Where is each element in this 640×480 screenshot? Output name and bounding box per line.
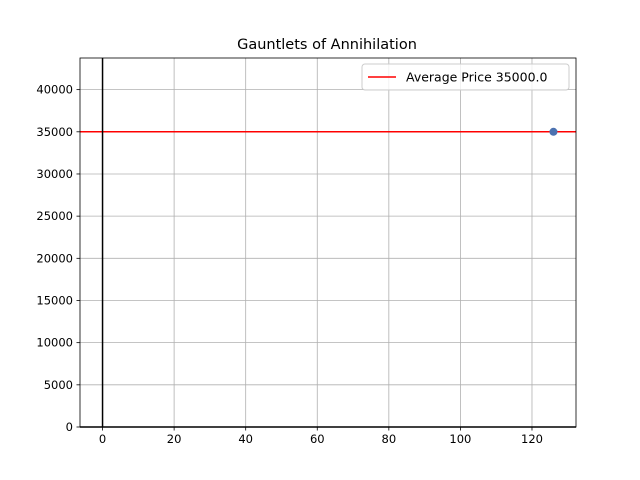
x-tick-label: 20 bbox=[167, 432, 182, 446]
y-tick-label: 10000 bbox=[36, 336, 73, 350]
x-tick-label: 100 bbox=[449, 432, 471, 446]
legend-label: Average Price 35000.0 bbox=[406, 70, 548, 85]
axes: 0 20 40 60 80 100 120 0 5000 10000 15000 20000 25000… bbox=[36, 57, 577, 446]
legend: Average Price 35000.0 bbox=[361, 63, 570, 91]
data-point bbox=[549, 127, 558, 136]
x-tick-label: 60 bbox=[310, 432, 325, 446]
chart-title: Gauntlets of Annihilation bbox=[237, 37, 417, 53]
y-tick-label: 40000 bbox=[36, 83, 73, 97]
data-points bbox=[549, 127, 558, 136]
y-tick-label: 0 bbox=[66, 420, 73, 434]
axes-frame bbox=[79, 57, 577, 428]
x-tick-label: 120 bbox=[521, 432, 543, 446]
plot-area bbox=[80, 58, 576, 427]
y-tick-label: 35000 bbox=[36, 125, 73, 139]
legend-box bbox=[361, 63, 570, 91]
x-tick-label: 80 bbox=[382, 432, 397, 446]
y-tick-label: 30000 bbox=[36, 167, 73, 181]
x-tick-label: 0 bbox=[99, 432, 106, 446]
y-tick-label: 25000 bbox=[36, 209, 73, 223]
y-tick-label: 15000 bbox=[36, 293, 73, 307]
y-tick-label: 20000 bbox=[36, 251, 73, 265]
x-tick-label: 40 bbox=[238, 432, 253, 446]
y-tick-label: 5000 bbox=[44, 378, 73, 392]
